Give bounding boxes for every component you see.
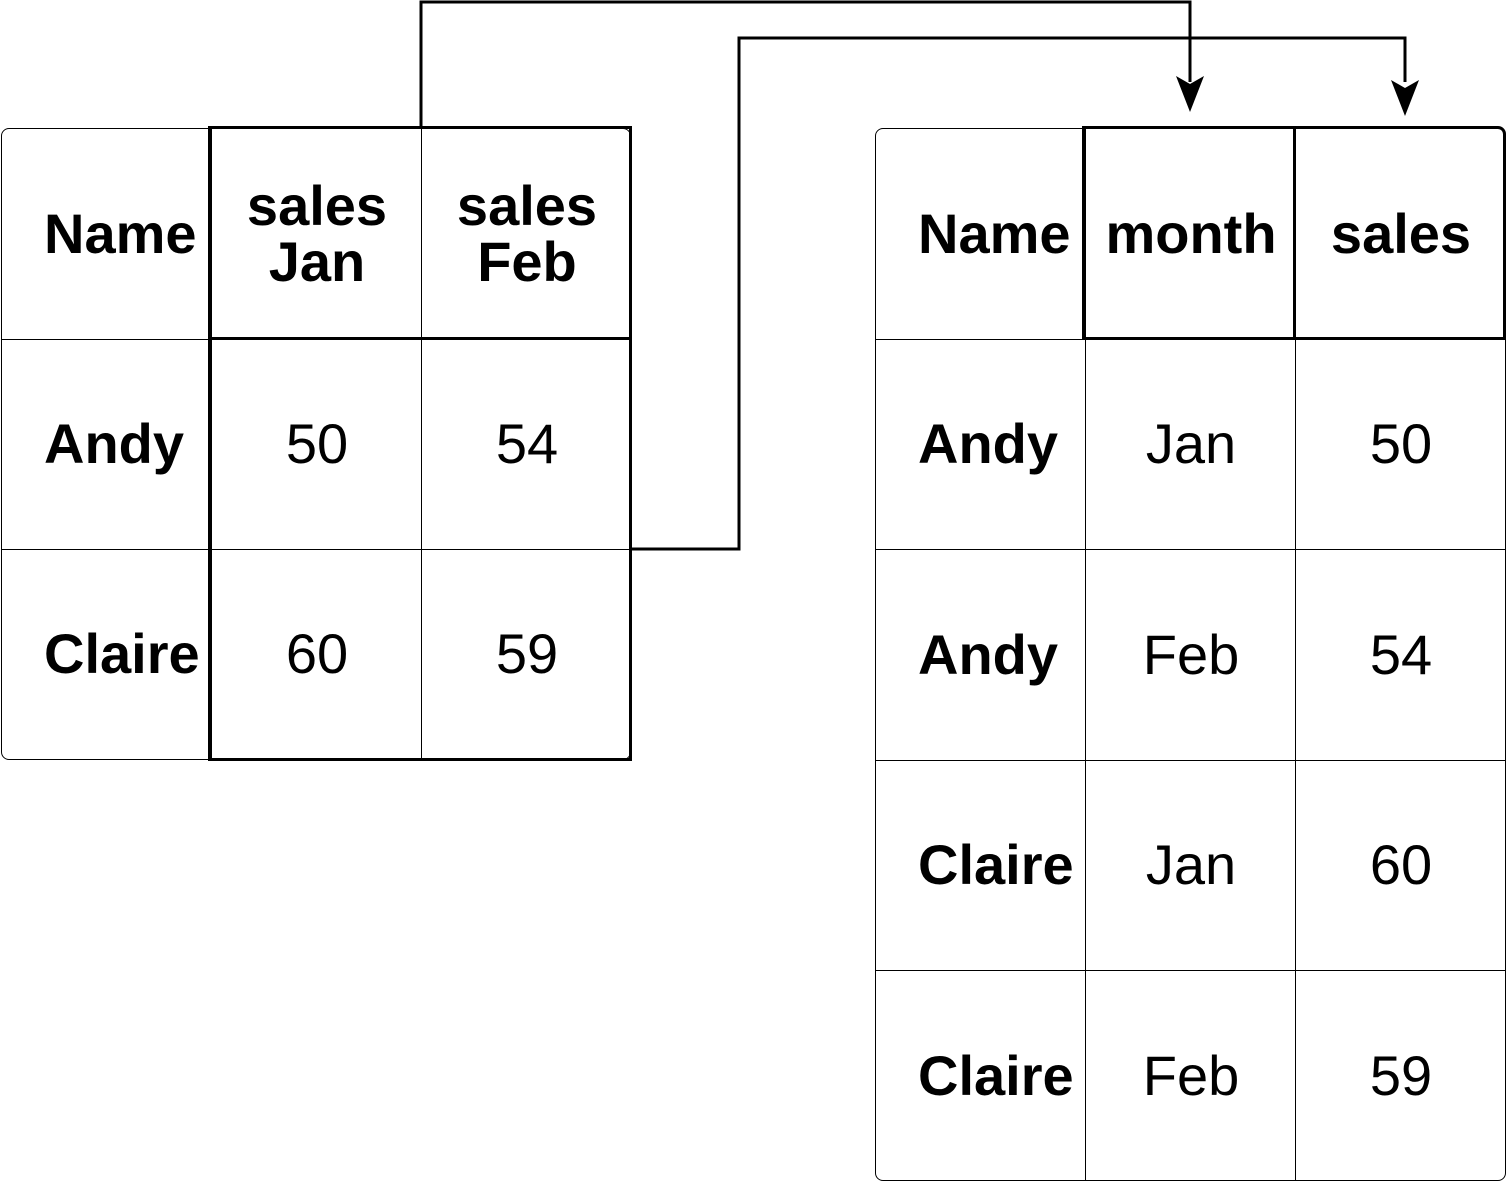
wide-table: Name sales Jan sales Feb Andy 50 54 Clai… — [1, 128, 631, 760]
wide-row-value: 54 — [495, 412, 559, 475]
long-row-month: Feb — [1142, 623, 1240, 686]
grid-line — [211, 129, 212, 759]
wide-header-sales-feb: sales Feb — [456, 174, 598, 293]
wide-header-sales-jan: sales Jan — [246, 174, 388, 293]
grid-line — [1085, 129, 1086, 1180]
long-row-month: Jan — [1145, 412, 1237, 475]
wide-values-highlight — [208, 337, 632, 761]
arrowhead-month — [1176, 76, 1204, 112]
long-month-header-highlight — [1082, 126, 1296, 340]
grid-line — [876, 760, 1505, 761]
wide-row-name: Andy — [44, 412, 184, 475]
long-sales-header-highlight — [1293, 126, 1506, 340]
wide-header-highlight — [208, 126, 632, 340]
long-header-name: Name — [918, 202, 1071, 265]
grid-line — [876, 970, 1505, 971]
wide-header-name: Name — [44, 202, 197, 265]
long-row-sales: 60 — [1369, 833, 1433, 896]
long-row-month: Jan — [1145, 833, 1237, 896]
grid-line — [1295, 129, 1296, 1180]
long-row-month: Feb — [1142, 1044, 1240, 1107]
wide-row-value: 59 — [495, 622, 559, 685]
long-row-sales: 59 — [1369, 1044, 1433, 1107]
long-row-name: Claire — [918, 1044, 1074, 1107]
long-row-name: Andy — [918, 623, 1058, 686]
long-row-sales: 50 — [1369, 412, 1433, 475]
grid-line — [2, 549, 630, 550]
grid-line — [421, 129, 422, 759]
wide-row-name: Claire — [44, 622, 200, 685]
wide-row-value: 50 — [285, 412, 349, 475]
long-row-name: Claire — [918, 833, 1074, 896]
headers-to-month-connector — [419, 0, 1192, 127]
arrowhead-sales — [1391, 80, 1419, 116]
long-row-name: Andy — [918, 412, 1058, 475]
long-row-sales: 54 — [1369, 623, 1433, 686]
wide-row-value: 60 — [285, 622, 349, 685]
